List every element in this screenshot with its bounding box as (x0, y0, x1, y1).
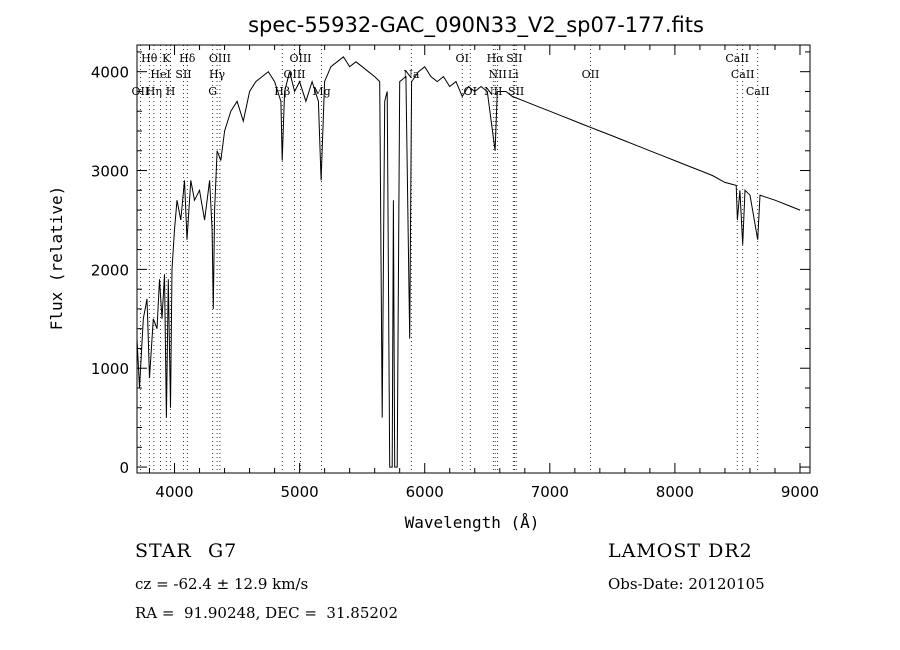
line-marker-label: CaII (746, 85, 770, 98)
line-marker-label: OII (582, 68, 600, 81)
line-marker-label: NII (484, 85, 502, 98)
line-marker-label: Mg (312, 85, 330, 98)
line-marker-label: CaII (731, 68, 755, 81)
x-tick-label: 4000 (155, 483, 193, 501)
coordinates: RA = 91.90248, DEC = 31.85202 (135, 604, 399, 622)
line-marker-label: K (162, 52, 171, 65)
x-tick-label: 9000 (781, 483, 819, 501)
line-marker-label: Hγ (209, 68, 226, 81)
line-marker-label: SII (508, 85, 524, 98)
y-tick-label: 2000 (91, 261, 129, 279)
line-marker-label: H (166, 85, 176, 98)
spectrum-line (136, 56, 801, 468)
line-marker-label: OIII (209, 52, 231, 65)
x-tick-label: 6000 (406, 483, 444, 501)
survey-label: LAMOST DR2 (608, 540, 753, 562)
line-marker-label: NII (488, 68, 506, 81)
y-axis-label: Flux (relative) (47, 186, 66, 331)
line-marker-label: OI (456, 52, 469, 65)
line-marker-label: SII (175, 68, 191, 81)
chart-title: spec-55932-GAC_090N33_V2_sp07-177.fits (248, 13, 704, 38)
line-marker-label: OIII (289, 52, 311, 65)
line-marker-label: Hδ (179, 52, 196, 65)
plot-frame (136, 44, 811, 474)
object-class: STAR (135, 540, 192, 562)
line-marker-label: Na (403, 68, 420, 81)
y-tick-label: 0 (119, 459, 129, 477)
line-marker-label: OIII (283, 68, 305, 81)
line-marker-label: HeI (150, 68, 170, 81)
x-tick-label: 5000 (281, 483, 319, 501)
axes: 4000 5000 6000 7000 8000 9000 0 1000 2000 3000 400… (91, 45, 819, 501)
line-marker-label: SII (506, 52, 522, 65)
line-marker-label: Hη (146, 85, 162, 98)
line-marker-label: Hβ (274, 85, 290, 98)
y-tick-label: 3000 (91, 163, 129, 181)
y-tick-label: 1000 (91, 360, 129, 378)
object-subclass: G7 (208, 540, 238, 562)
x-tick-label: 7000 (531, 483, 569, 501)
line-marker-label: Hα (487, 52, 505, 65)
line-marker-label: Hθ (141, 52, 158, 65)
obs-date: Obs-Date: 20120105 (608, 575, 765, 593)
x-axis-label: Wavelength (Å) (405, 513, 540, 532)
line-marker-label: G (208, 85, 217, 98)
line-marker-label: CaII (725, 52, 749, 65)
x-tick-label: 8000 (656, 483, 694, 501)
redshift-cz: cz = -62.4 ± 12.9 km/s (135, 575, 309, 593)
line-marker-label: Li (508, 68, 519, 81)
y-tick-label: 4000 (91, 64, 129, 82)
